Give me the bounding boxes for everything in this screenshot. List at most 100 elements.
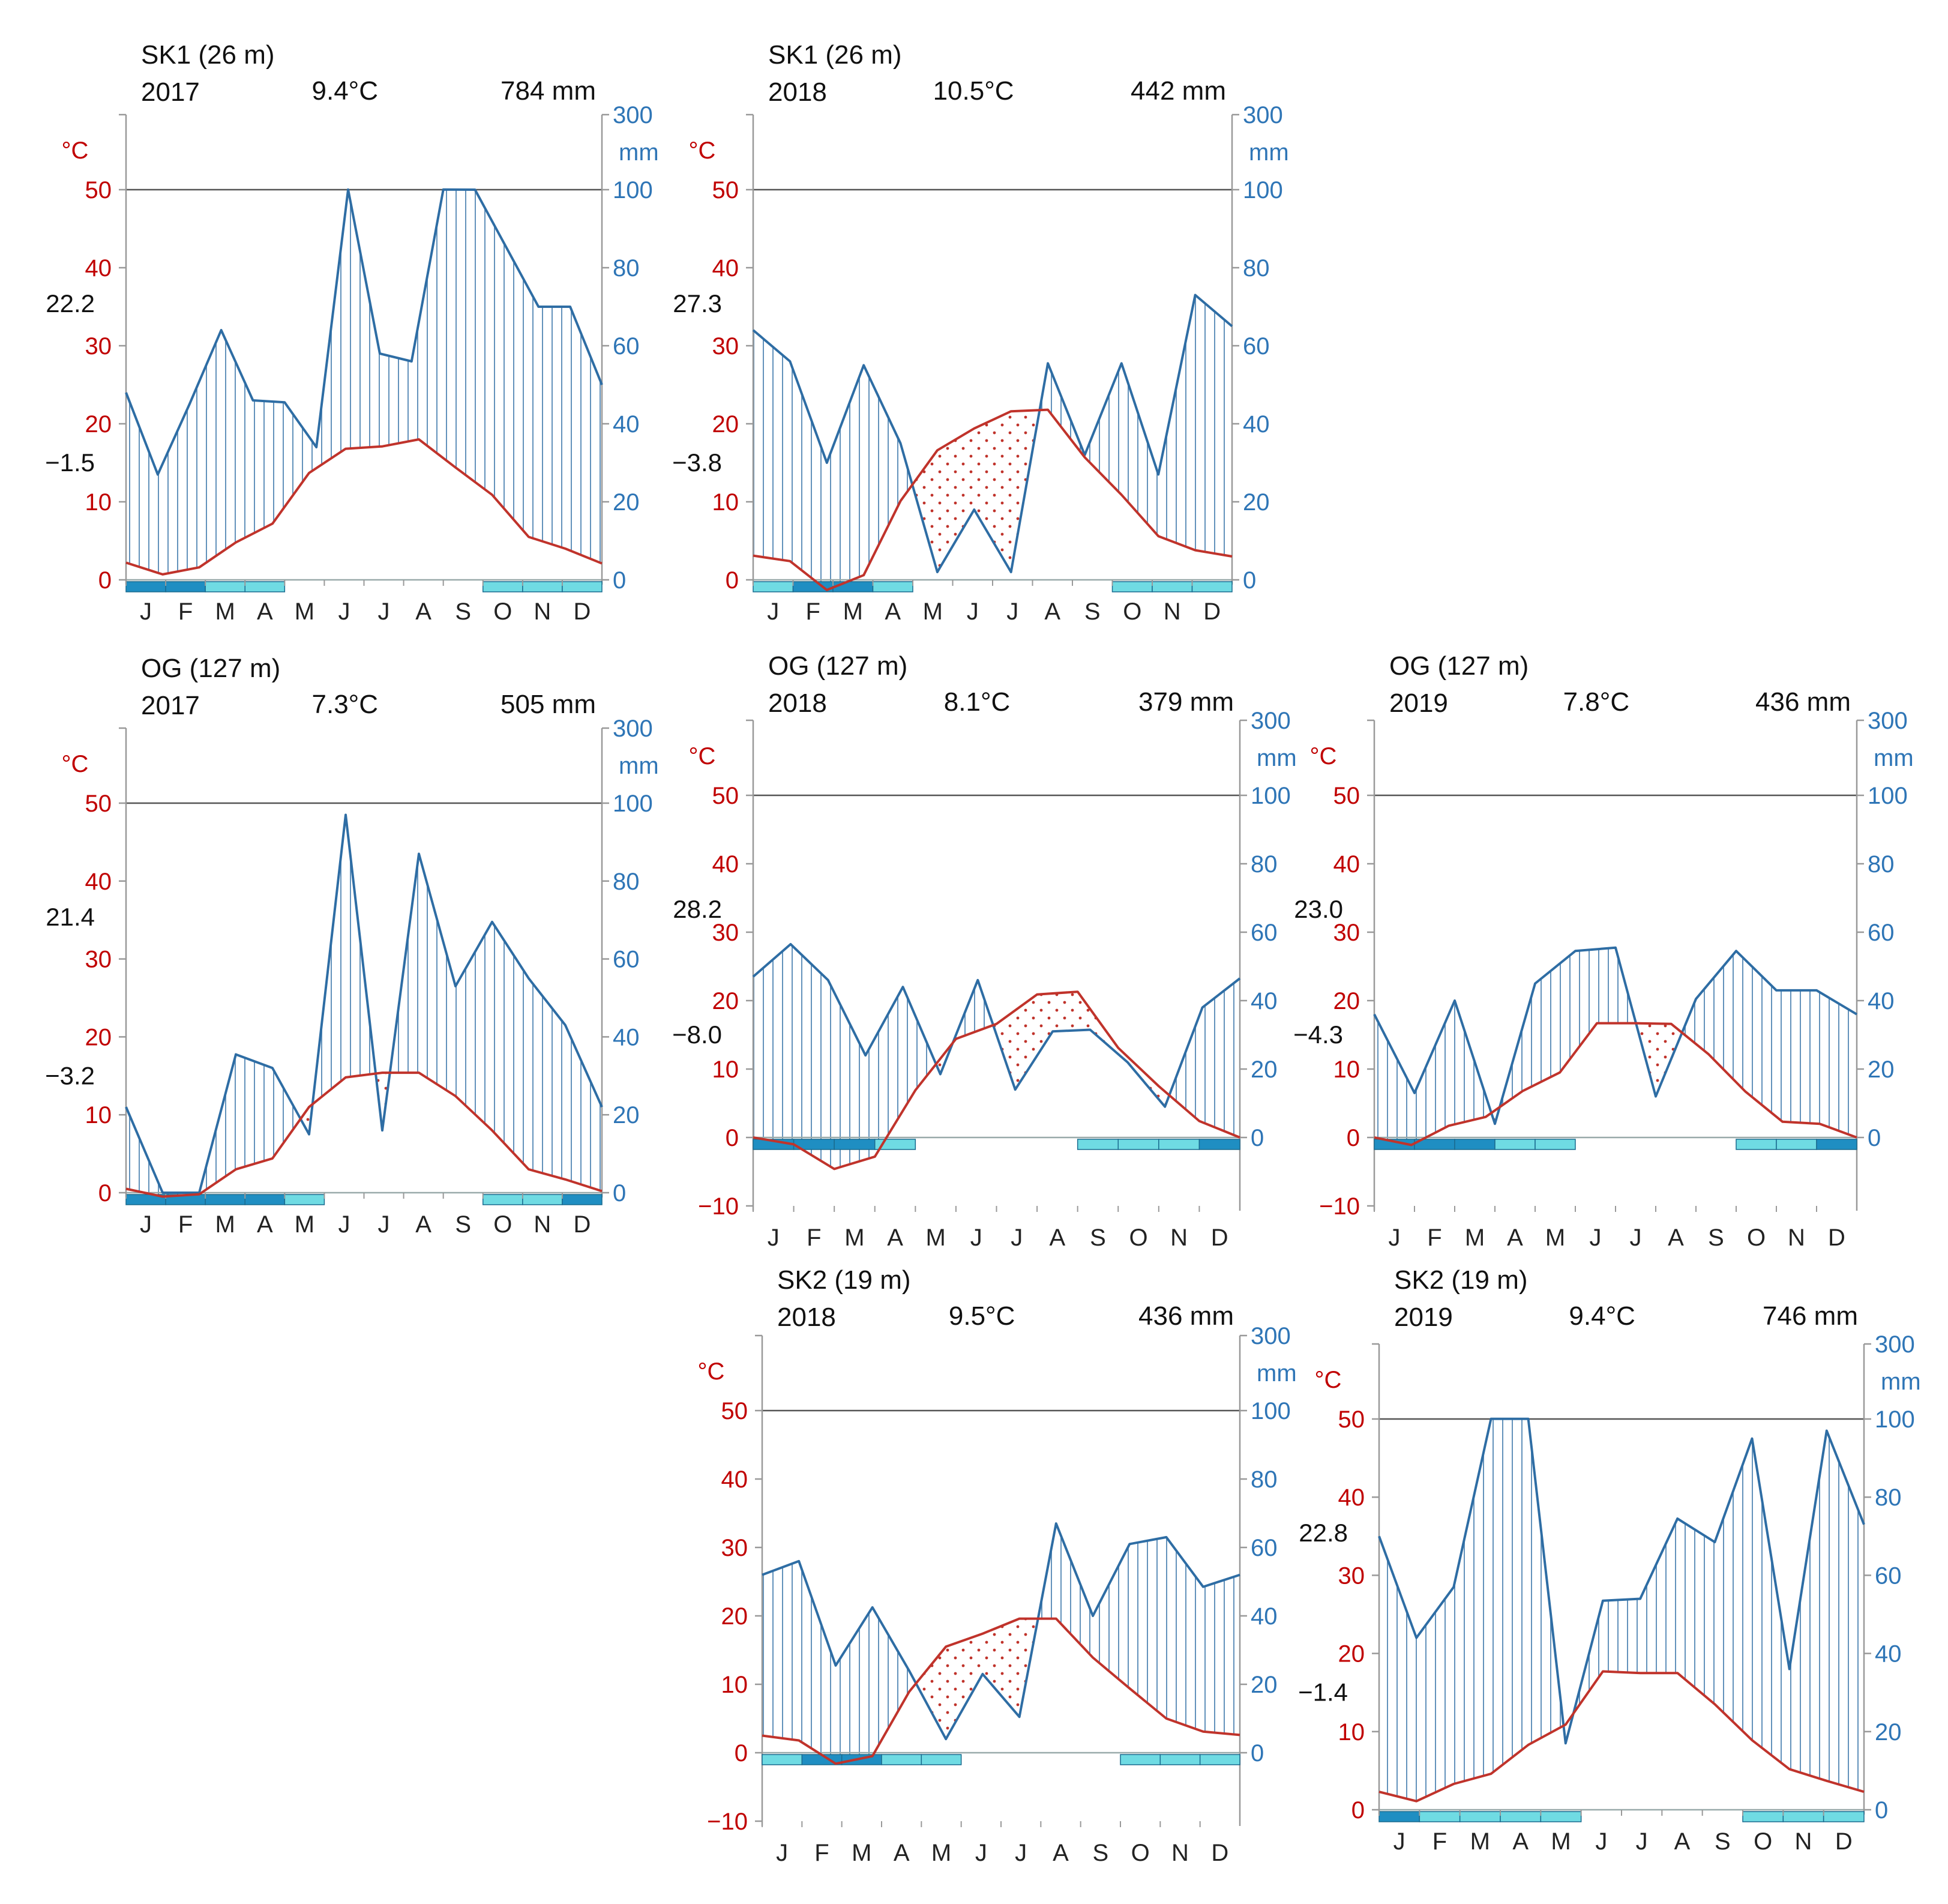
month-label: A [894,1840,910,1866]
precip-tick-label: 60 [613,333,640,360]
precip-tick-label: 60 [613,947,640,973]
precip-tick-label: 60 [1868,920,1895,946]
precip-top-label: 300 [613,716,653,742]
precip-tick-label: 80 [1243,255,1270,282]
frost-bar-possible [1776,1139,1817,1150]
frost-bar-certain [165,581,206,592]
precip-unit-label: mm [1249,139,1289,166]
temp-tick-label: 30 [1338,1562,1365,1589]
month-label: M [931,1840,951,1866]
precip-tick-label: 0 [1875,1797,1888,1824]
temp-tick-label: 20 [85,411,112,438]
frost-bar-possible [1823,1811,1865,1822]
month-label: N [534,1211,551,1238]
month-label: S [1084,598,1101,625]
month-label: J [768,1225,780,1251]
precip-tick-label: 40 [1868,988,1895,1014]
month-label: J [970,1225,982,1251]
frost-bar-possible [482,1194,523,1205]
annual-precip-label: 379 mm [1138,687,1234,717]
month-label: M [295,598,314,625]
year-label: 2018 [768,688,827,718]
precip-tick-label: 0 [613,567,626,594]
month-label: J [140,1211,152,1238]
temp-tick-label: 40 [1338,1484,1365,1511]
temp-line [125,438,603,576]
month-label: A [1668,1225,1684,1251]
precip-tick-label: 100 [613,177,653,203]
mean-temp-label: 9.4°C [1569,1301,1635,1331]
precip-line [752,943,1241,1108]
precip-tick-label: 40 [1251,988,1278,1014]
temp-tick-label: 0 [98,567,112,594]
frost-bar-possible [1540,1811,1582,1822]
precip-tick-label: 40 [613,411,640,438]
temp-tick-label: 10 [712,1056,739,1083]
precip-tick-label: 60 [1251,1535,1278,1561]
temp-tick-label: 0 [726,1125,739,1151]
annual-precip-label: 505 mm [501,690,596,719]
mean-temp-label: 8.1°C [944,687,1011,717]
frost-bar-possible [1117,1139,1159,1150]
temp-unit-label: °C [698,1358,725,1385]
frost-bar-certain [1816,1139,1857,1150]
station-label: SK1 (26 m) [141,40,275,70]
month-label: F [178,598,193,625]
frost-bar-possible [482,581,523,592]
temp-tick-label: 20 [712,411,739,438]
precip-top-label: 300 [613,102,653,128]
precip-unit-label: mm [1257,745,1297,771]
month-label: F [814,1840,829,1866]
month-label: M [295,1211,314,1238]
precip-line [125,813,603,1194]
precip-tick-label: 40 [613,1024,640,1050]
precip-tick-label: 40 [1875,1641,1902,1668]
frost-bar-possible [244,581,286,592]
month-label: S [1090,1225,1106,1251]
month-label: J [338,598,350,625]
station-label: OG (127 m) [141,654,280,683]
precip-unit-label: mm [1257,1360,1297,1387]
frost-bar-possible [1782,1811,1824,1822]
month-label: M [852,1840,871,1866]
month-label: J [1389,1225,1401,1251]
precip-line [125,188,603,476]
frost-bar-possible [1111,581,1153,592]
precip-unit-label: mm [1881,1369,1921,1395]
month-label: A [257,598,273,625]
precip-line [1378,1417,1865,1745]
precip-tick-label: 0 [1243,567,1256,594]
temp-tick-label: 50 [85,791,112,817]
arid-area [753,944,1240,1106]
month-label: F [806,598,820,625]
humid-area [762,1524,1240,1764]
abs-max-label: 21.4 [46,903,95,931]
month-label: J [767,598,779,625]
abs-min-label: −3.8 [672,448,722,477]
month-label: O [493,1211,512,1238]
frost-bar-possible [1191,581,1233,592]
precip-top-label: 300 [1251,1323,1291,1349]
temp-tick-label: 50 [1333,783,1360,809]
abs-min-label: −1.5 [45,448,95,477]
precip-tick-label: 100 [1243,177,1283,203]
annual-precip-label: 784 mm [501,76,596,106]
precip-line [1373,946,1858,1125]
temp-tick-label: 0 [1347,1125,1360,1151]
station-label: SK2 (19 m) [777,1265,911,1295]
humid-area [753,295,1232,590]
month-label: J [378,598,390,625]
year-label: 2018 [768,77,827,107]
frost-bar-possible [753,581,794,592]
temp-tick-label: 20 [85,1024,112,1050]
frost-bar-possible [1152,581,1193,592]
frost-bar-possible [881,1754,922,1765]
frost-bar-certain [1198,1139,1240,1150]
abs-min-label: −4.3 [1293,1020,1343,1049]
abs-min-label: −3.2 [45,1061,95,1089]
